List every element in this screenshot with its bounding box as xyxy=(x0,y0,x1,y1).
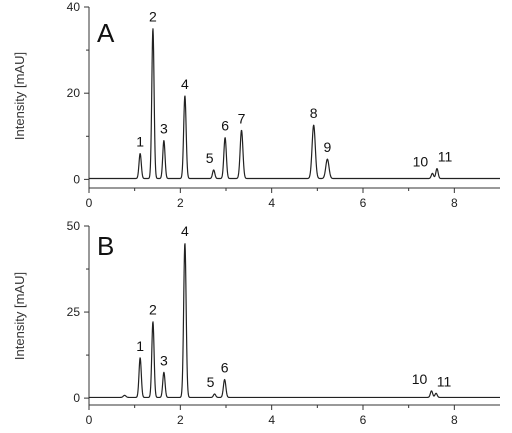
panel-a-x-tick-label: 8 xyxy=(451,196,458,210)
panel-b-x-tick-label: 6 xyxy=(360,413,367,427)
panel-b-x-tick-label: 8 xyxy=(451,413,458,427)
panel-b-peak-label: 5 xyxy=(207,374,215,390)
panel-b-peak-label: 10 xyxy=(412,371,428,387)
panel-a-peak-label: 3 xyxy=(160,121,168,137)
panel-b-x-tick-label: 4 xyxy=(268,413,275,427)
panel-a-peak-label: 7 xyxy=(238,110,246,126)
panel-b-y-tick-label: 0 xyxy=(73,391,80,405)
panel-a-ticks: 0 2 4 6 8 0 20 40 xyxy=(67,0,458,210)
panel-b-peak-label: 6 xyxy=(221,360,229,376)
panel-a-x-tick-label: 4 xyxy=(268,196,275,210)
panel-a-peak-label: 4 xyxy=(181,76,189,92)
panel-b-x-tick-label: 2 xyxy=(177,413,184,427)
panel-b-trace xyxy=(88,243,501,399)
panel-a-peak-label: 2 xyxy=(149,9,157,25)
panel-a-peak-label: 9 xyxy=(323,139,331,155)
panel-b-x-tick-label: 0 xyxy=(86,413,93,427)
panel-a-y-axis-title: Intensity [mAU] xyxy=(12,52,27,140)
panel-a-peak-labels: 1 2 3 4 56 7 8 9 10 11 xyxy=(136,9,452,170)
panel-b-peak-label: 4 xyxy=(181,223,189,239)
panel-a-peak-label: 8 xyxy=(310,105,318,121)
panel-a-peak-label: 10 xyxy=(413,153,429,169)
panel-a-letter: A xyxy=(97,18,115,48)
panel-a-x-tick-label: 2 xyxy=(177,196,184,210)
panel-b-peak-label: 2 xyxy=(149,302,157,318)
panel-a-y-tick-label: 20 xyxy=(67,86,81,100)
panel-b-letter: B xyxy=(97,231,114,261)
panel-a-y-tick-label: 0 xyxy=(73,172,80,186)
panel-b-y-tick-label: 25 xyxy=(67,305,81,319)
panel-a-peak-label: 5 xyxy=(206,150,214,166)
panel-a-x-tick-label: 0 xyxy=(86,196,93,210)
panel-a-peak-label: 11 xyxy=(438,149,453,165)
panel-b-y-tick-label: 50 xyxy=(67,219,81,233)
panel-a-x-tick-label: 6 xyxy=(360,196,367,210)
panel-a-y-tick-label: 40 xyxy=(67,0,81,14)
panel-a-peak-label: 1 xyxy=(136,134,144,150)
panel-b-peak-label: 3 xyxy=(160,352,168,368)
panel-a-trace xyxy=(88,28,501,180)
panel-b-peak-label: 11 xyxy=(437,373,452,389)
panel-b-peak-label: 1 xyxy=(136,338,144,354)
panel-a-peak-label: 6 xyxy=(221,118,229,134)
panel-b-peak-labels: 1 2 3 4 56 10 11 xyxy=(136,223,451,390)
panel-b-y-axis-title: Intensity [mAU] xyxy=(12,272,27,360)
